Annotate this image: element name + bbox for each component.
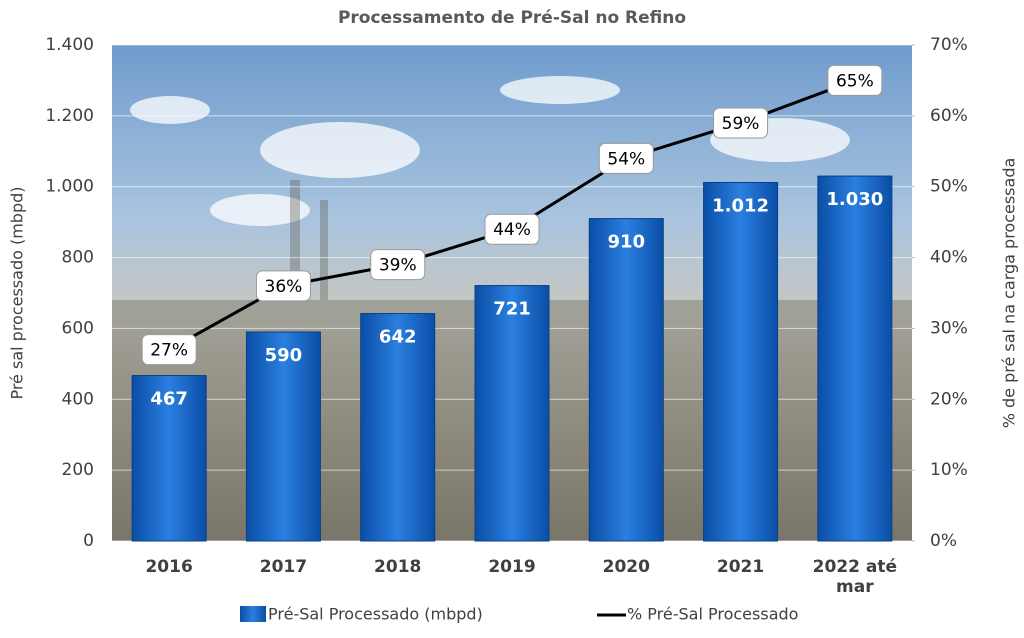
- bar-value-label: 910: [607, 232, 645, 253]
- point-label-box: [370, 249, 426, 281]
- bar: [817, 175, 893, 542]
- bar: [703, 181, 779, 542]
- bar-value-label: 467: [150, 389, 188, 410]
- legend-swatch-bar: [240, 606, 266, 622]
- point-value-label: 39%: [379, 256, 417, 276]
- x-tick-label: 2021: [716, 557, 765, 577]
- bar: [474, 285, 550, 542]
- x-tick-label: 2018: [374, 557, 422, 577]
- chart-title: Processamento de Pré-Sal no Refino: [338, 8, 686, 28]
- point-label-box: [484, 213, 540, 245]
- point-value-label: 65%: [836, 71, 874, 91]
- x-tick-label: 2017: [259, 557, 308, 577]
- y2-tick-label: 10%: [930, 460, 968, 480]
- bar-value-label: 590: [265, 345, 303, 366]
- point-label-group: 39%: [370, 249, 426, 281]
- point-label-box: [827, 64, 883, 96]
- y2-tick-label: 30%: [930, 318, 968, 338]
- y-tick-label: 1.200: [45, 106, 94, 126]
- point-label-group: 36%: [255, 270, 311, 302]
- y-tick-label: 1.000: [45, 177, 94, 197]
- point-label-group: 27%: [141, 334, 197, 366]
- x-tick-label: 2019: [488, 557, 536, 577]
- y2-tick-label: 40%: [930, 248, 968, 268]
- y-axis-title: Pré sal processado (mbpd): [8, 186, 27, 399]
- y-tick-label: 800: [62, 248, 94, 268]
- bar-value-label: 1.012: [712, 195, 769, 216]
- legend-label: Pré-Sal Processado (mbpd): [268, 605, 483, 624]
- bar: [245, 331, 321, 542]
- y-tick-label: 200: [62, 460, 94, 480]
- y2-tick-label: 20%: [930, 389, 968, 409]
- point-value-label: 44%: [493, 220, 531, 240]
- point-label-group: 59%: [713, 107, 769, 139]
- point-label-box: [141, 334, 197, 366]
- y-tick-label: 0: [83, 531, 94, 551]
- point-value-label: 54%: [607, 149, 645, 169]
- bar-value-label: 1.030: [826, 189, 883, 210]
- y2-tick-label: 60%: [930, 106, 968, 126]
- point-value-label: 59%: [722, 114, 760, 134]
- point-label-group: 54%: [598, 142, 654, 174]
- y2-axis-title: % de pré sal na carga processada: [1000, 158, 1019, 429]
- y-tick-label: 600: [62, 318, 94, 338]
- legend-label: % Pré-Sal Processado: [627, 605, 798, 624]
- point-value-label: 36%: [265, 277, 303, 297]
- y-tick-label: 1.400: [45, 35, 94, 55]
- x-tick-label: 2016: [145, 557, 193, 577]
- point-label-box: [255, 270, 311, 302]
- point-label-group: 44%: [484, 213, 540, 245]
- point-label-box: [598, 142, 654, 174]
- point-label-group: 65%: [827, 64, 883, 96]
- x-tick-label: 2020: [602, 557, 650, 577]
- bar: [588, 218, 664, 542]
- point-label-box: [713, 107, 769, 139]
- bar-value-label: 642: [379, 327, 417, 348]
- bar: [131, 375, 207, 542]
- bar-value-label: 721: [493, 299, 531, 320]
- y2-tick-label: 0%: [930, 531, 957, 551]
- x-tick-label: 2022 até mar: [812, 557, 898, 597]
- y2-tick-label: 50%: [930, 177, 968, 197]
- y2-tick-label: 70%: [930, 35, 968, 55]
- y-tick-label: 400: [62, 389, 94, 409]
- point-value-label: 27%: [150, 341, 188, 361]
- bar: [360, 313, 436, 542]
